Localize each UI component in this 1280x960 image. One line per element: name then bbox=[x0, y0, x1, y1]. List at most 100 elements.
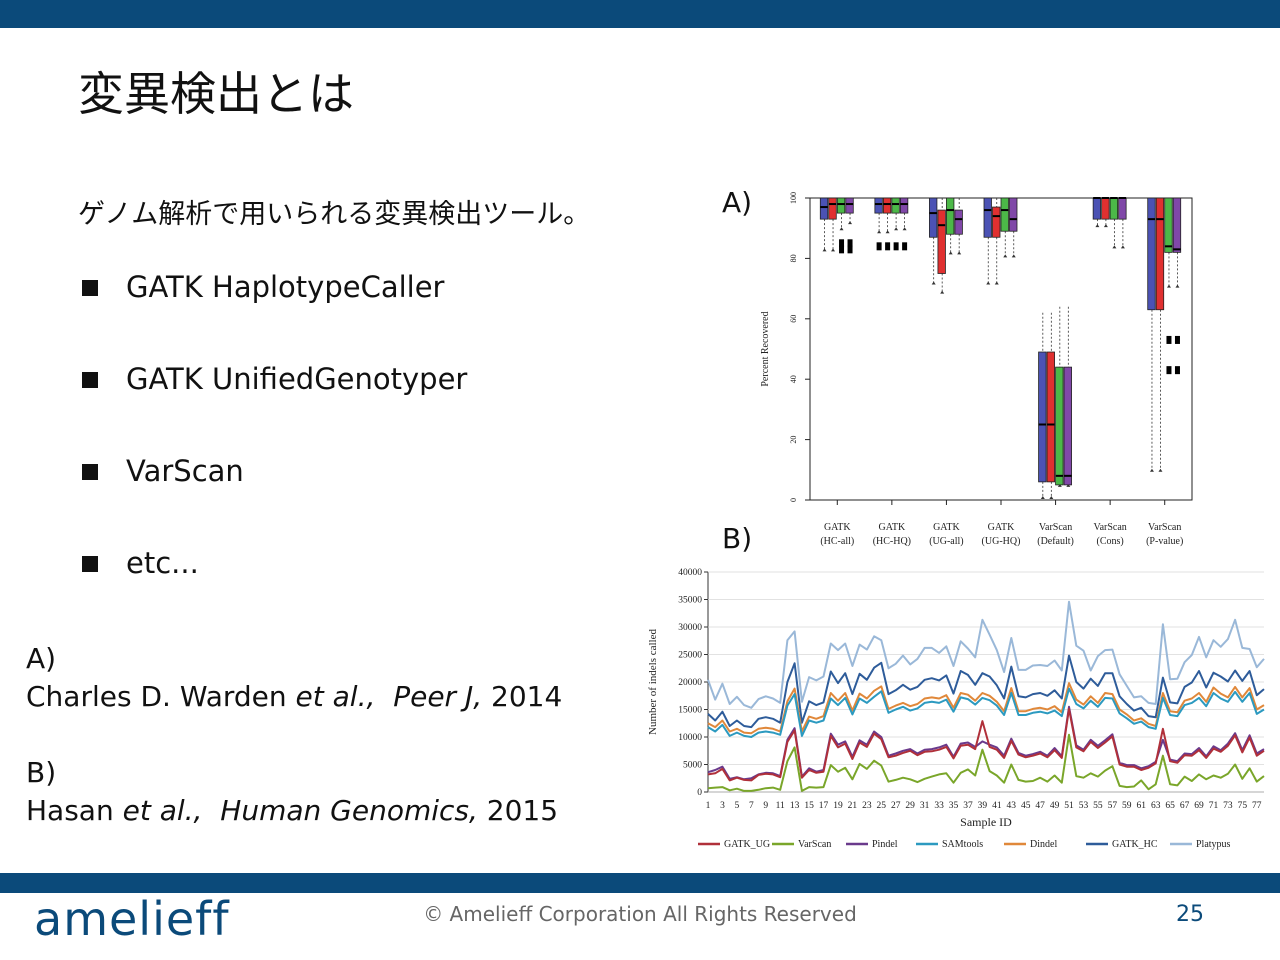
outlier-point bbox=[847, 239, 853, 248]
x-tick-label: 47 bbox=[1035, 801, 1045, 811]
list-item: etc... bbox=[80, 546, 467, 638]
boxplot-chart: 0 20 40 60 80 100 Percent Recovered GATK (HC-all… bbox=[760, 192, 1193, 547]
y-tick-label: 40 bbox=[789, 375, 798, 383]
list-item-text: etc... bbox=[126, 546, 199, 580]
whisker-cap bbox=[822, 248, 827, 252]
outlier-point bbox=[1174, 366, 1180, 375]
x-tick-label: (UG-HQ) bbox=[982, 536, 1021, 547]
box bbox=[1155, 197, 1165, 311]
box bbox=[882, 197, 892, 214]
box bbox=[954, 209, 963, 235]
outlier-point bbox=[839, 245, 845, 254]
x-tick-label: 63 bbox=[1151, 801, 1161, 811]
box bbox=[946, 197, 955, 235]
ref-a-journal: Peer J, bbox=[393, 680, 483, 713]
legend-entry: VarScan bbox=[798, 839, 831, 850]
ref-a-year: 2014 bbox=[491, 680, 563, 713]
outlier-point bbox=[902, 242, 908, 251]
box bbox=[1118, 197, 1127, 220]
x-tick-label: (HC-HQ) bbox=[873, 536, 911, 547]
x-tick-label: 55 bbox=[1093, 801, 1103, 811]
ref-b-year: 2015 bbox=[486, 794, 559, 827]
box bbox=[1055, 366, 1064, 486]
box bbox=[983, 197, 992, 238]
box bbox=[1038, 351, 1047, 483]
ref-a-author: Charles D. Warden bbox=[26, 680, 296, 713]
x-tick-label: 11 bbox=[776, 801, 785, 811]
legend-entry: Pindel bbox=[872, 839, 898, 850]
outlier-point bbox=[1166, 366, 1172, 375]
whisker-cap bbox=[1166, 284, 1171, 288]
y-tick-label: 0 bbox=[789, 498, 798, 502]
box bbox=[899, 197, 909, 214]
plot-frame bbox=[809, 197, 1193, 501]
x-tick-label: 7 bbox=[749, 801, 754, 811]
y-tick-label: 5000 bbox=[683, 761, 702, 771]
page-number: 25 bbox=[1176, 902, 1204, 927]
y-tick-label: 10000 bbox=[678, 733, 702, 743]
ref-a-citation: Charles D. Warden et al., Peer J, 2014 bbox=[26, 678, 562, 716]
outlier-point bbox=[847, 245, 853, 254]
x-tick-label: (P-value) bbox=[1146, 536, 1183, 547]
box bbox=[937, 209, 946, 274]
x-tick-label: GATK bbox=[824, 522, 851, 533]
x-tick-label: (Cons) bbox=[1097, 536, 1124, 547]
box bbox=[992, 206, 1001, 238]
whisker-cap bbox=[848, 221, 853, 225]
box bbox=[1101, 197, 1110, 220]
list-item-text: VarScan bbox=[126, 454, 244, 488]
y-tick-label: 60 bbox=[789, 315, 798, 323]
whisker-cap bbox=[1120, 245, 1125, 249]
x-tick-label: VarScan bbox=[1039, 522, 1072, 533]
y-tick-label: 15000 bbox=[678, 706, 702, 716]
y-tick-label: 100 bbox=[789, 192, 798, 204]
legend-entry: SAMtools bbox=[942, 839, 983, 850]
y-tick-label: 80 bbox=[789, 254, 798, 262]
x-tick-label: 1 bbox=[706, 801, 711, 811]
x-tick-label: VarScan bbox=[1148, 522, 1181, 533]
x-tick-label: 5 bbox=[735, 801, 740, 811]
box bbox=[845, 197, 854, 214]
outlier-point bbox=[1166, 335, 1172, 344]
whisker-cap bbox=[931, 281, 936, 285]
square-bullet-icon bbox=[82, 556, 98, 572]
y-tick-label: 0 bbox=[697, 788, 702, 798]
x-tick-label: 29 bbox=[905, 801, 915, 811]
panel-a-label: A) bbox=[722, 186, 753, 219]
y-tick-label: 20000 bbox=[678, 678, 702, 688]
x-tick-label: 3 bbox=[720, 801, 725, 811]
y-tick-label: 25000 bbox=[678, 651, 702, 661]
x-tick-label: 45 bbox=[1021, 801, 1031, 811]
x-tick-label: 15 bbox=[804, 801, 814, 811]
x-tick-label: GATK bbox=[933, 522, 960, 533]
square-bullet-icon bbox=[82, 372, 98, 388]
x-tick-label: (Default) bbox=[1037, 536, 1074, 547]
whisker-cap bbox=[940, 290, 945, 294]
x-tick-label: 31 bbox=[920, 801, 930, 811]
x-tick-label: 21 bbox=[848, 801, 858, 811]
x-tick-label: 19 bbox=[833, 801, 843, 811]
company-logo: amelieff bbox=[34, 892, 230, 946]
x-tick-label: 27 bbox=[891, 801, 901, 811]
ref-b-citation: Hasan et al., Human Genomics, 2015 bbox=[26, 792, 562, 830]
x-tick-label: 37 bbox=[963, 801, 973, 811]
box bbox=[1092, 197, 1102, 220]
box bbox=[1046, 351, 1055, 483]
whisker-cap bbox=[1049, 495, 1054, 499]
whisker-cap bbox=[839, 227, 844, 231]
square-bullet-icon bbox=[82, 280, 98, 296]
bottom-bar bbox=[0, 873, 1280, 893]
whisker-cap bbox=[1175, 284, 1180, 288]
x-tick-label: 61 bbox=[1136, 801, 1146, 811]
outlier-point bbox=[876, 242, 882, 251]
series-line-varscan bbox=[707, 733, 1265, 792]
box bbox=[1063, 366, 1072, 486]
series-line-samtools bbox=[707, 687, 1265, 738]
series-line-gatk-hc bbox=[707, 654, 1265, 729]
whisker-cap bbox=[894, 227, 899, 231]
x-tick-label: 65 bbox=[1165, 801, 1175, 811]
square-bullet-icon bbox=[82, 464, 98, 480]
whisker-cap bbox=[1112, 245, 1117, 249]
box bbox=[1172, 197, 1182, 253]
whisker-cap bbox=[902, 227, 907, 231]
